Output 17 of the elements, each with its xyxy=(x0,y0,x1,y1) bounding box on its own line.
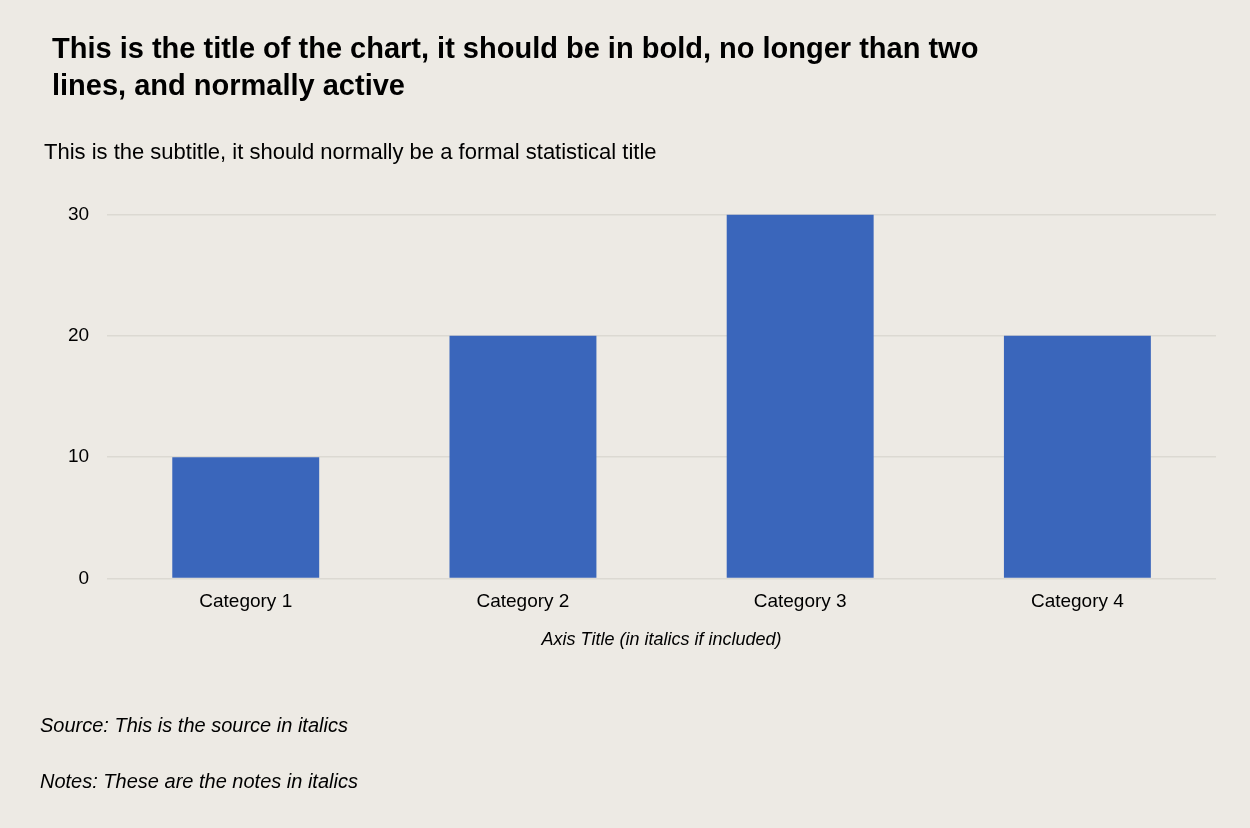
y-tick-label: 20 xyxy=(67,324,90,346)
x-tick-label: Category 2 xyxy=(476,590,570,612)
bar xyxy=(172,457,320,578)
x-tick-label: Category 4 xyxy=(1030,590,1125,612)
y-tick-label: 30 xyxy=(67,202,90,224)
chart-subtitle: This is the subtitle, it should normally be a formal statistical title xyxy=(44,139,657,165)
x-tick-label: Category 3 xyxy=(753,590,847,612)
x-axis-title: Axis Title (in italics if included) xyxy=(540,629,782,650)
source-note: Source: This is the source in italics xyxy=(40,714,348,737)
text: Notes: These are the notes in italics xyxy=(40,770,358,793)
chart-title: This is the title of the chart, it should be in bold, no longer than two lines, and normally active xyxy=(52,31,980,103)
y-tick-label: 0 xyxy=(78,566,90,588)
bar xyxy=(1003,335,1151,578)
y-tick-label: 10 xyxy=(67,445,90,467)
bar xyxy=(449,335,597,578)
bar xyxy=(726,214,874,578)
x-tick-label: Category 1 xyxy=(199,590,293,612)
